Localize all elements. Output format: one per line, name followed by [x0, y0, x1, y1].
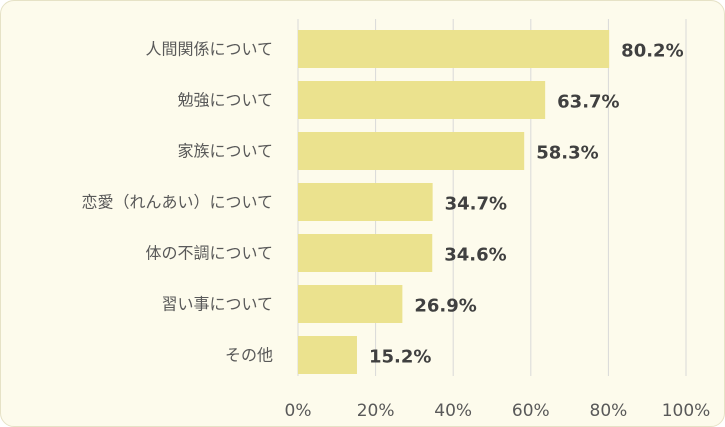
x-tick-label: 40%	[434, 401, 472, 421]
bar	[298, 81, 546, 119]
bar	[298, 336, 357, 374]
category-label: 家族について	[177, 142, 273, 161]
data-label: 26.9%	[414, 296, 476, 317]
bar	[298, 234, 433, 272]
category-labels: 人間関係について勉強について家族について恋愛（れんあい）について体の不調について…	[81, 40, 273, 365]
data-labels: 80.2% 63.7% 58.3% 34.7% 34.6% 26.9% 15.2%	[369, 41, 684, 368]
data-label: 34.6%	[444, 245, 506, 266]
x-tick-label: 60%	[512, 401, 550, 421]
data-label: 34.7%	[445, 194, 507, 215]
x-tick-label: 100%	[662, 401, 711, 421]
bar	[298, 132, 525, 170]
bar	[298, 30, 610, 68]
category-label: その他	[225, 346, 273, 365]
data-label: 15.2%	[369, 347, 431, 368]
category-label: 人間関係について	[145, 40, 273, 59]
data-label: 80.2%	[621, 41, 683, 62]
data-label: 63.7%	[557, 92, 619, 113]
category-label: 勉強について	[177, 91, 273, 110]
bar	[298, 183, 433, 221]
x-tick-labels: 0% 20% 40% 60% 80% 100%	[285, 401, 711, 421]
category-label: 恋愛（れんあい）について	[81, 193, 273, 212]
data-label: 58.3%	[536, 143, 598, 164]
category-label: 習い事について	[161, 295, 273, 314]
x-tick-label: 0%	[285, 401, 312, 421]
bars	[298, 30, 610, 374]
category-label: 体の不調について	[145, 244, 273, 263]
x-tick-label: 20%	[357, 401, 395, 421]
bar	[298, 285, 403, 323]
x-tick-label: 80%	[590, 401, 628, 421]
